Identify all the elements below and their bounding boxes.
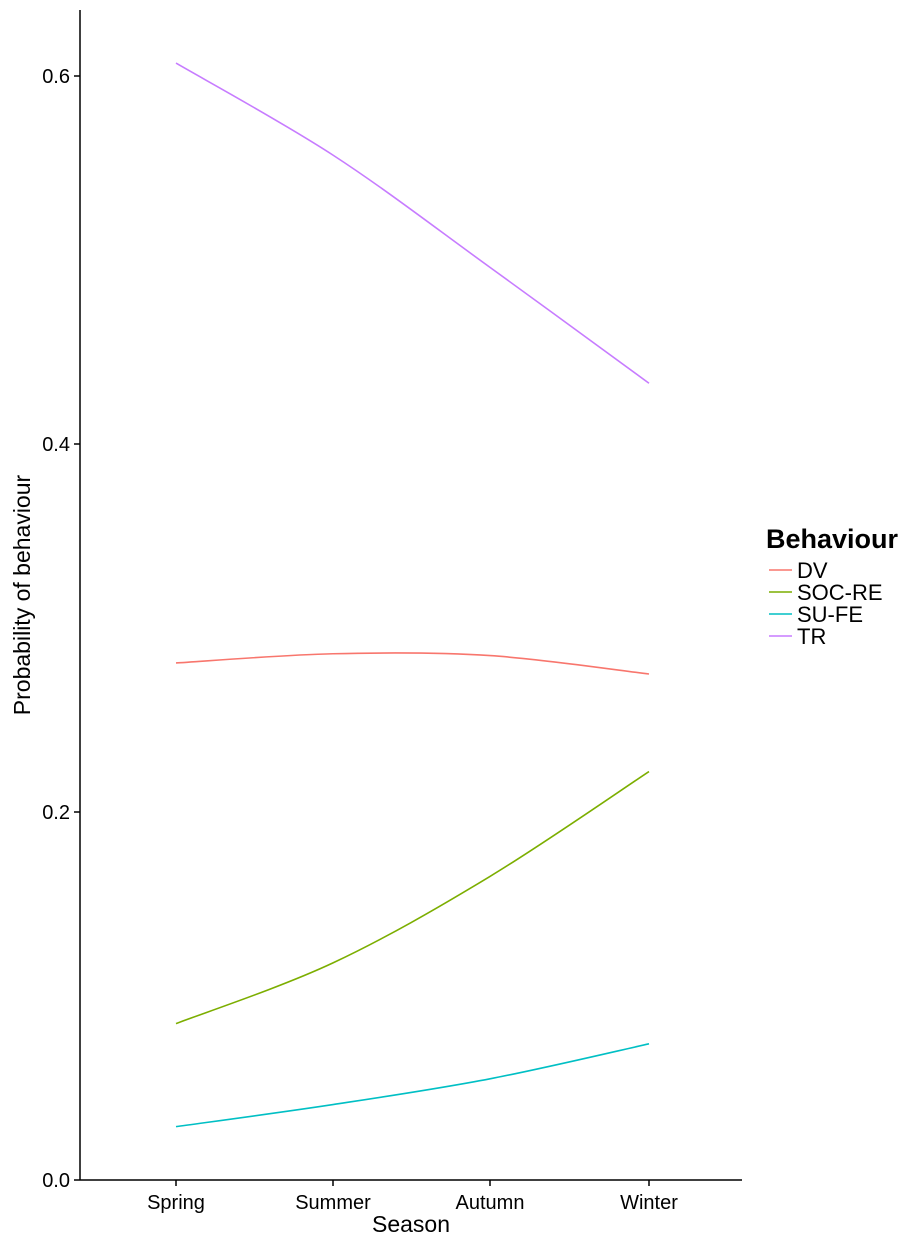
legend-label-tr: TR bbox=[797, 624, 826, 649]
series-line-tr bbox=[175, 62, 650, 384]
y-axis-title: Probability of behaviour bbox=[9, 474, 35, 715]
x-ticks: Spring Summer Autumn Winter bbox=[147, 1180, 678, 1214]
y-ticks: 0.0 0.2 0.4 0.6 bbox=[42, 66, 80, 1192]
series-line-su-fe bbox=[175, 1043, 650, 1128]
x-tick-label: Summer bbox=[295, 1192, 371, 1214]
legend-label-su-fe: SU-FE bbox=[797, 602, 863, 627]
legend-label-dv: DV bbox=[797, 558, 828, 583]
legend-label-soc-re: SOC-RE bbox=[797, 580, 883, 605]
y-tick-label: 0.6 bbox=[42, 66, 70, 88]
series-line-soc-re bbox=[175, 770, 650, 1025]
y-tick-label: 0.2 bbox=[42, 802, 70, 824]
legend-title: Behaviour bbox=[766, 524, 899, 554]
x-tick-label: Winter bbox=[620, 1192, 678, 1214]
x-axis-title: Season bbox=[372, 1211, 450, 1237]
series-line-dv bbox=[175, 652, 650, 675]
x-tick-label: Autumn bbox=[456, 1192, 525, 1214]
y-tick-label: 0.4 bbox=[42, 434, 70, 456]
series-layer bbox=[175, 62, 650, 1128]
y-tick-label: 0.0 bbox=[42, 1170, 70, 1192]
x-tick-label: Spring bbox=[147, 1192, 205, 1214]
